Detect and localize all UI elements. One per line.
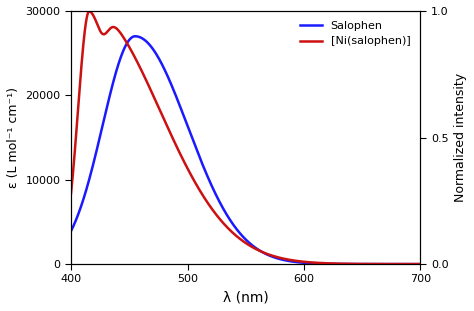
[Ni(salophen)] <box>229 230 235 234</box>
Y-axis label: Normalized intensity: Normalized intensity <box>454 73 467 202</box>
Salophen <box>344 262 349 266</box>
Salophen <box>86 179 91 183</box>
[Ni(salophen)] <box>86 9 91 13</box>
Line: [Ni(salophen)]: [Ni(salophen)] <box>71 11 420 264</box>
[Ni(salophen)] <box>87 9 92 13</box>
[Ni(salophen)] <box>238 238 244 242</box>
Y-axis label: ε (L mol⁻¹ cm⁻¹): ε (L mol⁻¹ cm⁻¹) <box>7 87 20 188</box>
[Ni(salophen)] <box>418 262 423 266</box>
Salophen <box>68 229 74 233</box>
Salophen <box>418 262 423 266</box>
[Ni(salophen)] <box>408 262 413 266</box>
Salophen <box>408 262 413 266</box>
Legend: Salophen, [Ni(salophen)]: Salophen, [Ni(salophen)] <box>295 16 415 51</box>
Salophen <box>238 233 244 236</box>
Line: Salophen: Salophen <box>71 36 420 264</box>
Salophen <box>229 221 235 225</box>
X-axis label: λ (nm): λ (nm) <box>223 290 269 304</box>
[Ni(salophen)] <box>408 262 413 266</box>
[Ni(salophen)] <box>68 191 74 195</box>
[Ni(salophen)] <box>344 262 349 266</box>
Salophen <box>408 262 413 266</box>
Salophen <box>132 35 138 38</box>
